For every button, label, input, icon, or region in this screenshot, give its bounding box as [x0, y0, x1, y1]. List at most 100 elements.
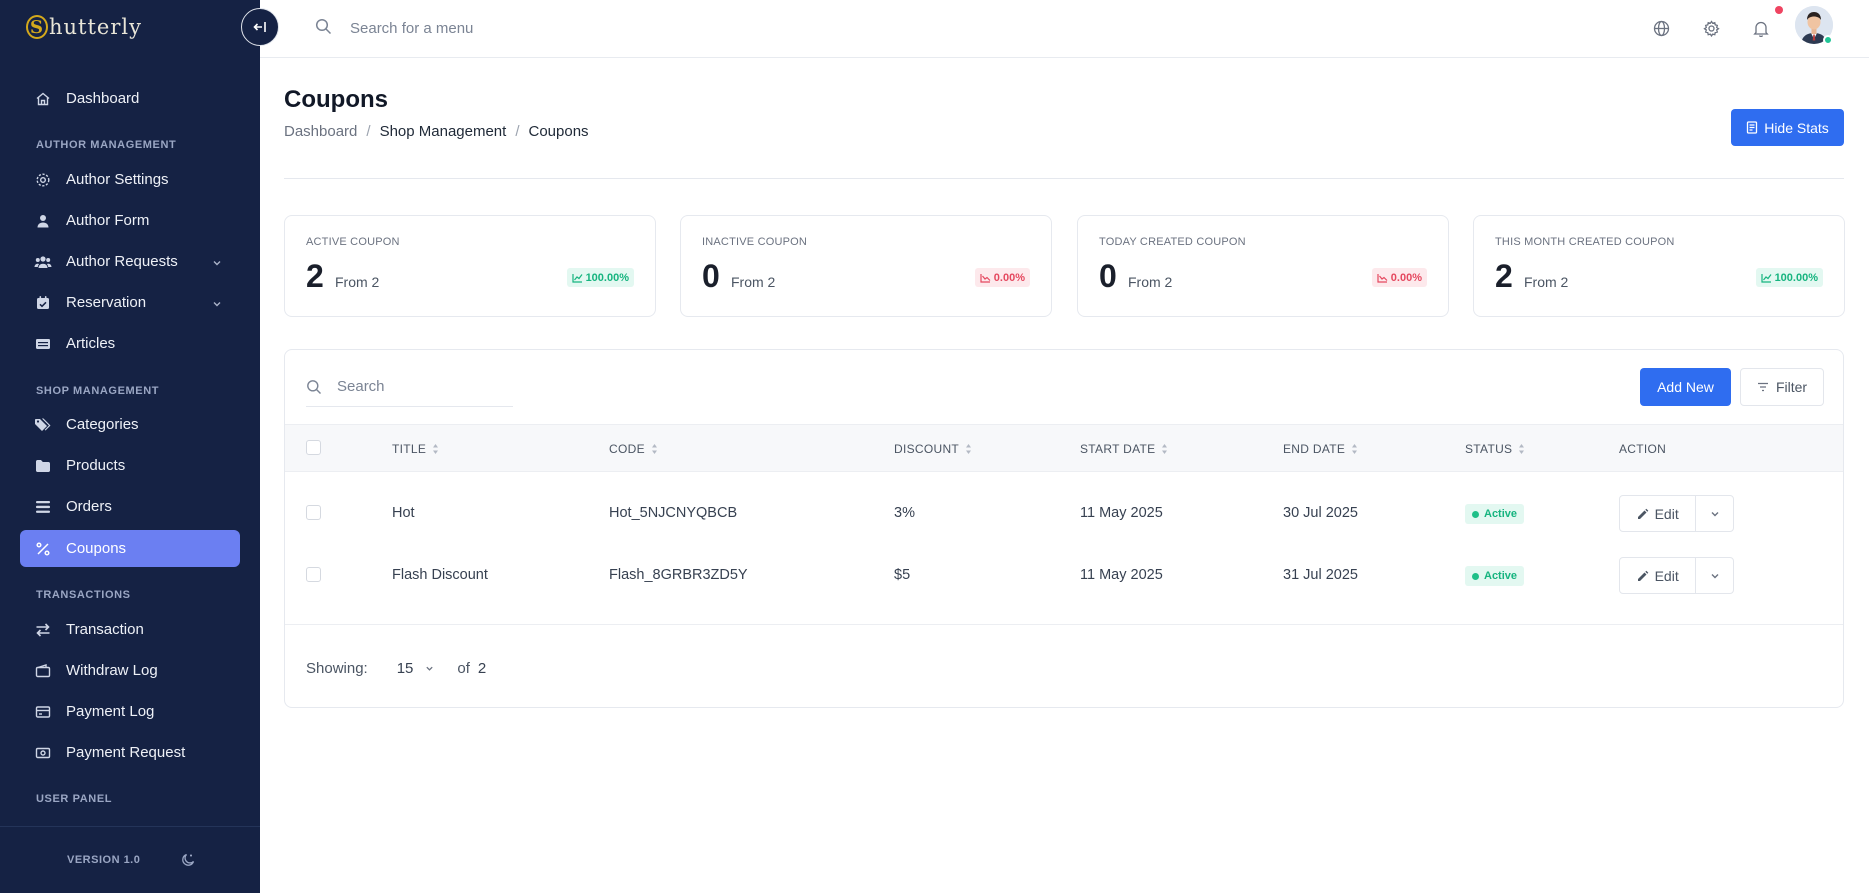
column-header-title[interactable]: TITLE [392, 442, 439, 456]
top-header [260, 0, 1869, 58]
sidebar-section-author-management: AUTHOR MANAGEMENT [36, 139, 177, 151]
column-header-end-date[interactable]: END DATE [1283, 442, 1358, 456]
header-divider [284, 178, 1844, 179]
cell-start-date: 11 May 2025 [1080, 567, 1163, 583]
menu-search-input[interactable] [350, 14, 750, 42]
sidebar-item-payment-log[interactable]: Payment Log [20, 693, 240, 730]
column-header-start-date[interactable]: START DATE [1080, 442, 1168, 456]
sidebar-item-payment-request[interactable]: Payment Request [20, 734, 240, 771]
stat-card-this-month-created-coupon: THIS MONTH CREATED COUPON 2 From 2 100.0… [1473, 215, 1845, 317]
stat-label: ACTIVE COUPON [306, 236, 400, 248]
edit-button[interactable]: Edit [1620, 496, 1697, 531]
edit-button[interactable]: Edit [1620, 558, 1697, 593]
sidebar-item-dashboard[interactable]: Dashboard [20, 80, 240, 117]
hide-stats-button[interactable]: Hide Stats [1731, 109, 1844, 146]
sidebar-item-author-requests[interactable]: Author Requests [20, 243, 240, 280]
sidebar-item-reservation[interactable]: Reservation [20, 284, 240, 321]
wallet-icon [34, 662, 52, 680]
gear-icon [34, 171, 52, 189]
per-page-select[interactable]: 15 [397, 660, 435, 677]
showing-label: Showing: [306, 660, 368, 677]
moon-icon[interactable] [180, 852, 196, 873]
sidebar-item-categories[interactable]: Categories [20, 406, 240, 443]
sidebar-item-orders[interactable]: Orders [20, 488, 240, 525]
sidebar-item-author-settings[interactable]: Author Settings [20, 161, 240, 198]
stat-value: 2 [1495, 258, 1513, 294]
stat-label: TODAY CREATED COUPON [1099, 236, 1246, 248]
trend-up-icon [571, 273, 583, 283]
coupons-table-card: Add New Filter TITLE CODE DISCOUNT START… [284, 349, 1844, 708]
trend-down-icon [1377, 273, 1388, 283]
filter-button[interactable]: Filter [1740, 368, 1824, 406]
row-actions-dropdown-toggle[interactable] [1696, 558, 1733, 593]
chevron-down-icon [212, 255, 222, 272]
cell-end-date: 31 Jul 2025 [1283, 567, 1358, 583]
sidebar-section-transactions: TRANSACTIONS [36, 589, 131, 601]
breadcrumb-shop-management[interactable]: Shop Management [379, 123, 507, 140]
filter-icon [1757, 382, 1769, 392]
trend-down-icon [980, 273, 991, 283]
sidebar-item-withdraw-log[interactable]: Withdraw Log [20, 652, 240, 689]
sidebar-item-label: Orders [66, 498, 112, 515]
column-header-action: ACTION [1619, 442, 1667, 456]
version-label: VERSION 1.0 [67, 854, 141, 866]
percent-icon [34, 540, 52, 558]
sidebar-item-coupons[interactable]: Coupons [20, 530, 240, 567]
breadcrumb-separator: / [515, 123, 520, 140]
gear-icon[interactable] [1701, 18, 1721, 38]
users-icon [34, 253, 52, 271]
sidebar-section-shop-management: SHOP MANAGEMENT [36, 385, 160, 397]
search-icon [315, 18, 332, 40]
sidebar-item-articles[interactable]: Articles [20, 325, 240, 362]
stat-label: INACTIVE COUPON [702, 236, 808, 248]
sort-icon [651, 443, 658, 455]
add-new-button[interactable]: Add New [1640, 368, 1731, 406]
stat-change-value: 100.00% [585, 271, 629, 284]
sidebar-item-products[interactable]: Products [20, 447, 240, 484]
sidebar-section-user-panel: USER PANEL [36, 793, 113, 805]
credit-card-icon [34, 703, 52, 721]
globe-icon[interactable] [1651, 18, 1671, 38]
stat-change-value: 100.00% [1774, 271, 1818, 284]
cell-discount: $5 [894, 567, 911, 583]
online-status-dot [1823, 35, 1833, 45]
cell-code: Flash_8GRBR3ZD5Y [609, 567, 748, 583]
stat-change-badge: 100.00% [1755, 268, 1823, 287]
breadcrumb-dashboard[interactable]: Dashboard [284, 123, 358, 140]
sort-icon [1161, 443, 1168, 455]
stat-value: 0 [1099, 258, 1117, 294]
row-checkbox[interactable] [306, 505, 321, 520]
stat-change-badge: 100.00% [566, 268, 634, 287]
table-search-input[interactable] [337, 372, 507, 400]
hide-stats-label: Hide Stats [1764, 119, 1829, 136]
sidebar-item-label: Transaction [66, 621, 144, 638]
column-header-discount[interactable]: DISCOUNT [894, 442, 972, 456]
stat-from: From 2 [731, 274, 776, 290]
column-header-code[interactable]: CODE [609, 442, 658, 456]
sidebar-item-label: Dashboard [66, 90, 140, 107]
stat-change-badge: 0.00% [1371, 268, 1427, 287]
search-icon [306, 379, 322, 400]
notification-dot [1775, 6, 1783, 14]
stat-card-today-created-coupon: TODAY CREATED COUPON 0 From 2 0.00% [1077, 215, 1449, 317]
bell-icon[interactable] [1751, 18, 1771, 38]
select-all-checkbox[interactable] [306, 440, 321, 455]
trend-up-icon [1760, 273, 1772, 283]
row-checkbox[interactable] [306, 567, 321, 582]
stat-card-active-coupon: ACTIVE COUPON 2 From 2 100.00% [284, 215, 656, 317]
sidebar-collapse-button[interactable] [241, 8, 279, 46]
total-count: 2 [477, 660, 487, 677]
row-actions-dropdown-toggle[interactable] [1696, 496, 1733, 531]
sidebar-item-transaction[interactable]: Transaction [20, 611, 240, 648]
pagination-info: Showing: 15 of 2 [306, 660, 486, 677]
sidebar-item-label: Coupons [66, 540, 127, 557]
brand-name: hutterly [49, 15, 142, 39]
column-header-status[interactable]: STATUS [1465, 442, 1525, 456]
sidebar-item-label: Payment Log [66, 703, 155, 720]
stat-value: 2 [306, 258, 324, 294]
table-header: TITLE CODE DISCOUNT START DATE END DATE … [285, 424, 1843, 472]
sidebar-item-label: Author Form [66, 212, 150, 229]
sidebar-item-author-form[interactable]: Author Form [20, 202, 240, 239]
